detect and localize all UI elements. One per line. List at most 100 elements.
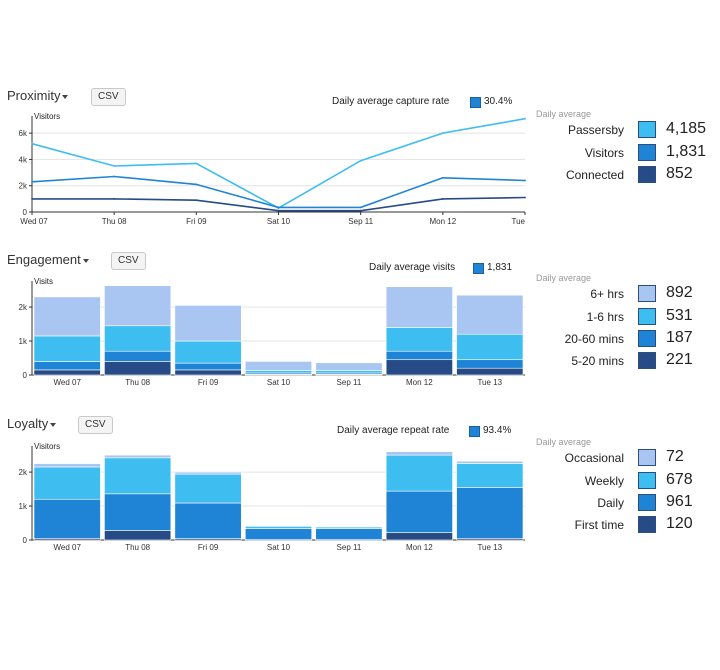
data-point-visitors — [441, 176, 444, 179]
bar-segment-weekly — [104, 457, 172, 495]
data-point-visitors — [359, 206, 362, 209]
legend-swatch — [638, 472, 656, 489]
legend-row-1-6-hrs[interactable]: 1-6 hrs 531 — [520, 307, 720, 328]
data-point-connected — [359, 209, 362, 212]
bar-segment-1-6-hrs — [104, 325, 172, 352]
loyalty-avg-label: Daily average repeat rate — [337, 425, 450, 436]
legend-label: 5-20 mins — [571, 354, 624, 368]
engagement-legend: Daily average 6+ hrs 892 1-6 hrs 531 20-… — [520, 0, 720, 400]
bar-segment-first-time — [385, 532, 453, 541]
x-tick-label: Sep 11 — [337, 543, 362, 552]
engagement-title: Engagement — [7, 252, 81, 267]
loyalty-title-dropdown[interactable]: Loyalty — [7, 416, 57, 431]
x-tick-label: Thu 08 — [102, 217, 127, 226]
legend-row-6plus-hrs[interactable]: 6+ hrs 892 — [520, 284, 720, 305]
legend-row-visitors[interactable]: Visitors 1,831 — [520, 143, 720, 164]
bar-segment-weekly — [456, 463, 524, 488]
proximity-csv-button[interactable]: CSV — [91, 88, 126, 106]
proximity-avg-swatch — [470, 97, 481, 108]
bar-segment-weekly — [33, 466, 101, 500]
y-tick-label: 1k — [19, 337, 28, 346]
engagement-legend-head: Daily average — [536, 273, 592, 283]
y-axis-title: Visitors — [34, 442, 60, 451]
legend-label: Daily — [597, 496, 624, 510]
legend-swatch — [638, 330, 656, 347]
legend-row-20-60-mins[interactable]: 20-60 mins 187 — [520, 329, 720, 350]
y-tick-label: 0 — [23, 536, 28, 545]
data-point-visitors — [31, 180, 33, 183]
bar-segment-daily — [104, 493, 172, 531]
x-tick-label: Thu 08 — [125, 378, 150, 387]
y-tick-label: 4k — [19, 155, 28, 164]
data-point-connected — [441, 197, 444, 200]
loyalty-csv-button[interactable]: CSV — [78, 416, 113, 434]
legend-row-connected[interactable]: Connected 852 — [520, 165, 720, 186]
proximity-section: Proximity CSV Daily average capture rate… — [0, 0, 720, 230]
legend-row-daily[interactable]: Daily 961 — [520, 493, 720, 514]
x-tick-label: Tue — [512, 217, 526, 226]
bar-segment-6plus-hrs — [315, 362, 383, 371]
x-tick-label: Sep 11 — [348, 217, 373, 226]
x-tick-label: Sat 10 — [267, 378, 291, 387]
loyalty-avg-value: 93.4% — [483, 425, 512, 436]
engagement-title-dropdown[interactable]: Engagement — [7, 252, 89, 267]
x-tick-label: Tue 13 — [477, 378, 502, 387]
data-point-visitors — [113, 175, 116, 178]
bar-segment-6plus-hrs — [456, 294, 524, 335]
bar-segment-weekly — [385, 454, 453, 492]
chevron-down-icon — [82, 258, 89, 263]
legend-row-occasional[interactable]: Occasional 72 — [520, 448, 720, 469]
y-axis-title: Visits — [34, 277, 53, 286]
x-tick-label: Wed 07 — [20, 217, 48, 226]
engagement-bar-chart: 0 1k 2k Visits Wed 07 Thu 08 Fri 09 Sat 10 Sep 1… — [19, 277, 525, 387]
proximity-title-dropdown[interactable]: Proximity — [7, 88, 69, 103]
legend-value: 120 — [666, 515, 693, 532]
bar-segment-6plus-hrs — [385, 286, 453, 328]
loyalty-legend-head: Daily average — [536, 437, 592, 447]
bar-segment-daily — [174, 502, 242, 539]
proximity-legend-head: Daily average — [536, 109, 592, 119]
bar-segment-occasional — [104, 454, 172, 459]
data-point-passersby — [524, 117, 526, 120]
y-tick-label: 2k — [19, 182, 28, 191]
bar-segment-occasional — [385, 451, 453, 456]
legend-row-passersby[interactable]: Passersby 4,185 — [520, 120, 720, 141]
legend-label: Visitors — [584, 146, 624, 160]
y-tick-label: 2k — [19, 468, 28, 477]
chevron-down-icon — [50, 422, 57, 427]
y-tick-label: 2k — [19, 303, 28, 312]
proximity-line-chart: 0 2k 4k 6k Visitors Wed 07 Thu 08 Fri 09 Sat 10 S… — [19, 112, 526, 226]
data-point-passersby — [113, 165, 116, 167]
x-tick-label: Fri 09 — [198, 378, 219, 387]
legend-value: 531 — [666, 307, 693, 324]
engagement-avg-swatch — [473, 263, 484, 274]
engagement-csv-button[interactable]: CSV — [111, 252, 146, 270]
legend-swatch — [638, 144, 656, 161]
legend-value: 1,831 — [666, 143, 707, 160]
legend-row-5-20-mins[interactable]: 5-20 mins 221 — [520, 351, 720, 372]
legend-label: 1-6 hrs — [586, 310, 624, 324]
x-tick-label: Sep 11 — [337, 378, 362, 387]
x-tick-label: Thu 08 — [125, 543, 150, 552]
bar-segment-1-6-hrs — [456, 333, 524, 361]
x-tick-label: Sat 10 — [267, 543, 291, 552]
engagement-section: Engagement CSV Daily average visits 1,83… — [7, 0, 720, 400]
proximity-title: Proximity — [7, 88, 61, 103]
loyalty-legend: Daily average Occasional 72 Weekly 678 D… — [520, 0, 720, 570]
y-tick-label: 0 — [23, 371, 28, 380]
legend-row-first-time[interactable]: First time 120 — [520, 515, 720, 536]
x-tick-label: Sat 10 — [267, 217, 291, 226]
x-tick-label: Fri 09 — [186, 217, 207, 226]
bar-segment-daily — [315, 528, 383, 540]
legend-swatch — [638, 285, 656, 302]
data-point-passersby — [195, 162, 198, 165]
legend-value: 72 — [666, 448, 684, 465]
bar-segment-6plus-hrs — [244, 361, 313, 371]
engagement-avg-label: Daily average visits — [369, 262, 456, 273]
bar-segment-6plus-hrs — [33, 296, 101, 337]
legend-value: 892 — [666, 284, 693, 301]
legend-row-weekly[interactable]: Weekly 678 — [520, 471, 720, 492]
data-point-connected — [195, 199, 198, 202]
bar-segment-occasional — [456, 460, 524, 464]
proximity-legend: Daily average Passersby 4,185 Visitors 1… — [520, 0, 720, 230]
